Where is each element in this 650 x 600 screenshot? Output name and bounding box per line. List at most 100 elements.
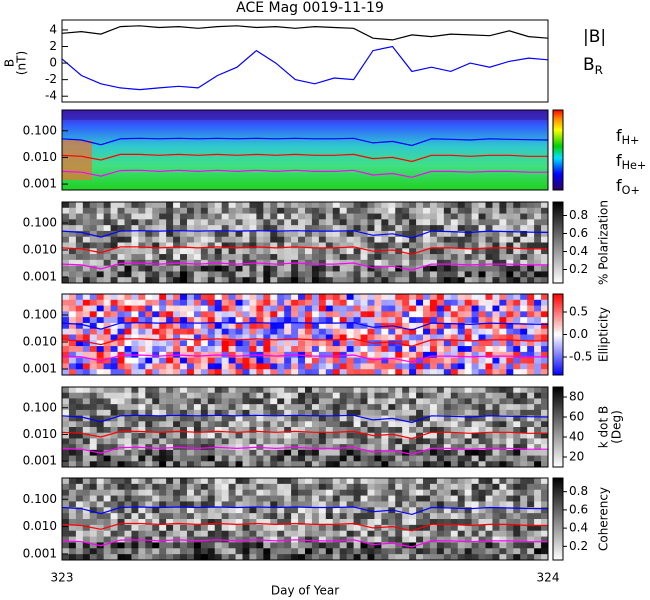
spectrogram-cell	[159, 449, 167, 457]
spectrogram-cell	[242, 421, 250, 428]
spectrogram-cell	[186, 478, 195, 485]
spectrogram-cell	[478, 392, 487, 399]
spectrogram-cell	[499, 207, 507, 215]
spectrogram-cell	[332, 305, 341, 312]
spectrogram-cell	[256, 489, 264, 497]
spectrogram-cell	[270, 478, 278, 485]
spectrogram-cell	[409, 519, 417, 526]
spectrogram-cell	[388, 444, 396, 451]
spectrogram-cell	[346, 363, 355, 370]
spectrogram-cell	[436, 438, 445, 445]
spectrogram-cell	[242, 242, 250, 249]
spectrogram-cell	[228, 346, 237, 353]
spectrogram-cell	[68, 530, 77, 538]
spectrogram-cell	[145, 554, 153, 561]
spectrogram-cell	[62, 202, 70, 209]
spectrogram-cell	[173, 346, 181, 353]
spectrogram-cell	[409, 495, 417, 502]
spectrogram-cell	[311, 334, 320, 341]
spectrogram-cell	[513, 299, 521, 307]
spectrogram-cell	[388, 236, 396, 243]
spectrogram-cell	[131, 230, 139, 238]
spectrogram-cell	[527, 305, 535, 312]
spectrogram-cell	[75, 542, 84, 549]
spectrogram-cell	[485, 461, 493, 468]
spectrogram-cell	[110, 501, 119, 508]
spectrogram-cell	[221, 242, 230, 249]
spectrogram-cell	[193, 449, 202, 457]
spectrogram-cell	[457, 427, 466, 434]
spectrogram-cell	[499, 432, 507, 439]
spectrogram-cell	[284, 236, 292, 243]
spectrogram-cell	[82, 305, 91, 312]
spectrogram-cell	[429, 207, 438, 215]
spectrogram-cell	[291, 461, 299, 468]
spectrogram-cell	[89, 277, 98, 284]
spectrogram-cell	[360, 421, 368, 428]
spectrogram-cell	[436, 432, 445, 439]
spectrogram-cell	[256, 409, 264, 417]
spectrogram-cell	[457, 322, 466, 330]
spectrogram-cell	[263, 213, 271, 220]
spectrogram-cell	[492, 230, 500, 238]
spectrogram-cell	[242, 230, 250, 238]
spectrogram-cell	[305, 369, 313, 376]
spectrogram-cell	[305, 265, 313, 272]
spectrogram-cell	[388, 351, 396, 359]
spectrogram-cell	[124, 317, 132, 324]
spectrogram-cell	[436, 369, 445, 376]
spectrogram-cell	[131, 213, 139, 220]
spectrogram-cell	[103, 398, 112, 405]
spectrogram-cell	[298, 357, 306, 364]
spectrogram-cell	[353, 363, 362, 370]
spectrogram-cell	[388, 242, 396, 249]
spectrogram-cell	[89, 530, 98, 538]
spectrogram-cell	[186, 461, 195, 468]
spectrogram-cell	[541, 398, 549, 405]
spectrogram-cell	[499, 259, 507, 267]
spectrogram-cell	[180, 542, 188, 549]
spectrogram-cell	[541, 489, 549, 497]
spectrogram-cell	[298, 363, 306, 370]
spectrogram-cell	[429, 455, 438, 462]
spectrogram-cell	[110, 294, 119, 301]
spectrogram-cell	[117, 519, 125, 526]
spectrogram-cell	[395, 265, 403, 272]
spectrogram-cell	[207, 311, 216, 318]
spectrogram-cell	[166, 357, 174, 364]
spectrogram-cell	[325, 357, 334, 364]
spectrogram-cell	[96, 461, 105, 468]
spectrogram-cell	[506, 404, 514, 411]
spectrogram-cell	[395, 317, 403, 324]
spectrogram-cell	[145, 387, 153, 394]
spectrogram-cell	[541, 225, 549, 232]
spectrogram-cell	[423, 449, 431, 457]
spectrogram-cell	[464, 230, 473, 238]
spectrogram-cell	[429, 501, 438, 508]
spectrogram-cell	[242, 317, 250, 324]
spectrogram-cell	[180, 248, 188, 255]
spectrogram-cell	[471, 427, 480, 434]
spectrogram-cell	[235, 236, 244, 243]
spectrogram-cell	[298, 513, 306, 520]
spectrogram-cell	[180, 271, 188, 278]
spectrogram-cell	[277, 461, 285, 468]
spectrogram-cell	[534, 554, 542, 561]
plot-frame	[61, 386, 549, 468]
spectrogram-cell	[423, 507, 431, 514]
spectrogram-cell	[298, 404, 306, 411]
spectrogram-cell	[159, 513, 167, 520]
spectrogram-cell	[75, 536, 84, 543]
spectrogram-cell	[110, 421, 119, 428]
y-tick-label: 0.100	[23, 492, 57, 506]
spectrogram-cell	[346, 404, 355, 411]
spectrogram-cell	[367, 501, 375, 508]
spectrogram-cell	[450, 478, 459, 485]
spectrogram-cell	[506, 236, 514, 243]
spectrogram-cell	[513, 554, 521, 561]
spectrogram-cell	[228, 230, 237, 238]
spectrogram-cell	[527, 207, 535, 215]
spectrogram-cell	[499, 501, 507, 508]
spectrogram-cell	[318, 489, 327, 497]
spectrogram-cell	[110, 483, 119, 491]
